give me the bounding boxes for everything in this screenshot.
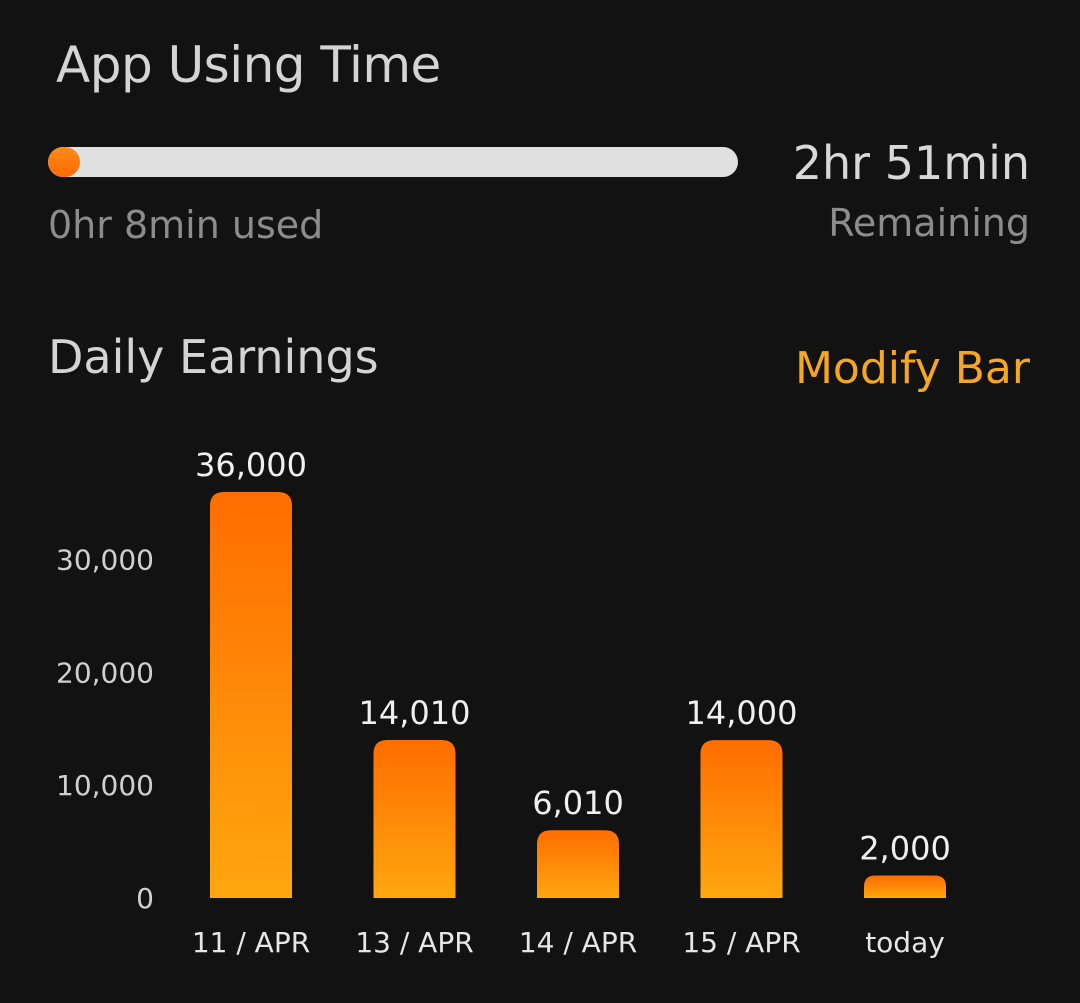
usage-remaining-label: Remaining — [828, 201, 1030, 245]
usage-progress-fill — [48, 147, 80, 177]
bar-11-apr — [210, 492, 292, 898]
y-tick-label: 0 — [136, 882, 154, 915]
bar-value-label: 14,000 — [686, 694, 798, 732]
x-category-label: 11 / APR — [192, 926, 310, 959]
x-category-label: today — [865, 926, 945, 959]
x-category-label: 13 / APR — [355, 926, 473, 959]
bar-today — [864, 875, 946, 898]
x-category-label: 15 / APR — [682, 926, 800, 959]
usage-remaining-value: 2hr 51min — [792, 136, 1030, 190]
app-using-time-title: App Using Time — [56, 36, 441, 94]
bar-13-apr — [373, 739, 456, 898]
bar-15-apr — [700, 740, 783, 898]
x-category-label: 14 / APR — [519, 926, 637, 959]
y-tick-label: 30,000 — [56, 544, 154, 577]
modify-bar-button[interactable]: Modify Bar — [794, 343, 1030, 394]
y-tick-label: 10,000 — [56, 769, 154, 802]
usage-progress-bar — [48, 147, 738, 177]
bar-value-label: 36,000 — [195, 446, 307, 484]
bar-value-label: 6,010 — [532, 784, 624, 822]
bar-value-label: 14,010 — [359, 694, 471, 732]
daily-earnings-title: Daily Earnings — [48, 330, 379, 384]
bar-14-apr — [537, 830, 619, 898]
y-tick-label: 20,000 — [56, 656, 154, 689]
bar-value-label: 2,000 — [859, 829, 951, 867]
usage-used-label: 0hr 8min used — [48, 203, 324, 247]
